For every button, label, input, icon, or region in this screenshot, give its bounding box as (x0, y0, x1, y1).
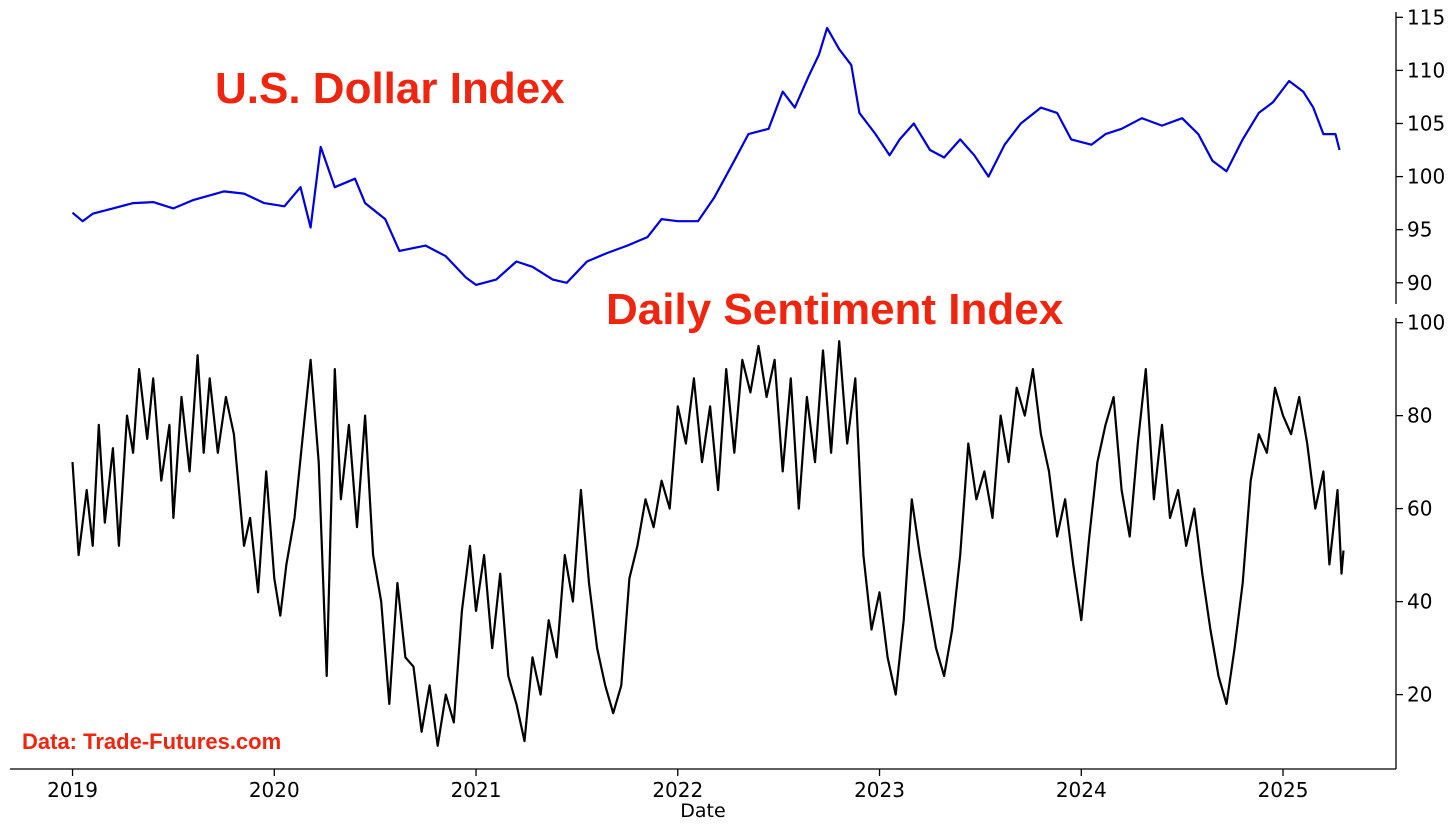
sentiment-y-tick-label: 20 (1407, 683, 1432, 707)
x-tick-label: 2019 (47, 778, 98, 802)
usd-index-y-tick-label: 115 (1407, 5, 1445, 29)
sentiment-title: Daily Sentiment Index (606, 285, 1064, 334)
x-axis-ticks: 2019 2020 2021 2022 2023 2024 2025 (47, 769, 1308, 802)
usd-index-y-tick-label: 90 (1407, 271, 1432, 295)
x-tick-label: 2020 (249, 778, 300, 802)
usd-index-y-tick-label: 110 (1407, 58, 1445, 82)
sentiment-y-tick-label: 80 (1407, 404, 1432, 428)
usd-index-title: U.S. Dollar Index (215, 64, 565, 113)
x-axis-label: Date (680, 800, 725, 822)
usd-index-y-tick-label: 105 (1407, 111, 1445, 135)
sentiment-series-line (71, 340, 1345, 747)
data-source-note: Data: Trade-Futures.com (22, 729, 281, 754)
x-tick-label: 2021 (451, 778, 502, 802)
x-tick-label: 2024 (1056, 778, 1107, 802)
sentiment-y-tick-label: 40 (1407, 590, 1432, 614)
usd-index-y-tick-label: 100 (1407, 165, 1445, 189)
sentiment-y-tick-label: 60 (1407, 497, 1432, 521)
usd-index-panel: U.S. Dollar Index 90 95 100 105 110 115 (71, 5, 1445, 304)
x-tick-label: 2025 (1258, 778, 1309, 802)
usd-index-y-tick-label: 95 (1407, 218, 1432, 242)
sentiment-y-tick-label: 100 (1407, 311, 1445, 335)
x-tick-label: 2023 (854, 778, 905, 802)
sentiment-y-ticks: 20 40 60 80 100 (1396, 311, 1445, 707)
usd-index-series-line (71, 26, 1341, 286)
x-tick-label: 2022 (652, 778, 703, 802)
usd-index-y-ticks: 90 95 100 105 110 115 (1396, 5, 1445, 295)
